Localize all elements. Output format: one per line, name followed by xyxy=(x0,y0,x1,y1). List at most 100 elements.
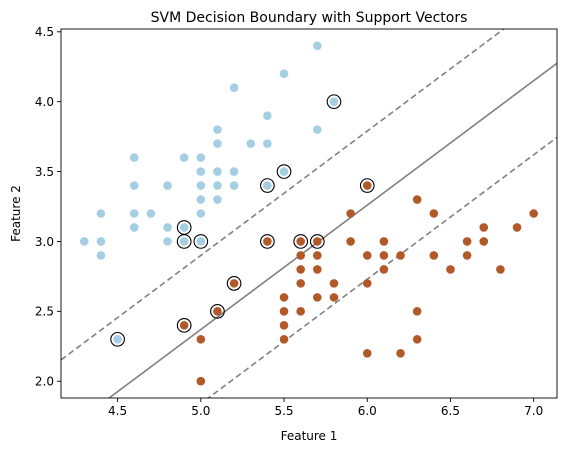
y-tick-label: 4.0 xyxy=(35,95,54,109)
y-axis-label: Feature 2 xyxy=(9,185,23,242)
data-point-class-0 xyxy=(313,41,322,51)
decision-boundary-line xyxy=(107,62,557,398)
data-point-class-1 xyxy=(313,293,322,302)
data-point-class-1 xyxy=(296,251,305,260)
data-point-class-1 xyxy=(362,279,372,288)
data-point-class-0 xyxy=(263,111,272,120)
data-point-class-1 xyxy=(296,279,305,288)
data-point-class-1 xyxy=(362,251,372,260)
y-axis: 2.0 2.5 3.0 3.5 4.0 4.5 xyxy=(35,25,61,389)
data-point-class-1 xyxy=(529,209,538,218)
support-vector-ring xyxy=(176,234,192,249)
data-point-class-1 xyxy=(362,181,372,190)
data-point-class-0 xyxy=(96,209,106,218)
data-point-class-1 xyxy=(313,237,322,246)
data-point-class-1 xyxy=(412,334,422,344)
data-point-class-0 xyxy=(163,237,172,246)
data-point-class-1 xyxy=(313,251,322,260)
data-point-class-0 xyxy=(213,139,222,148)
data-point-class-1 xyxy=(396,348,405,358)
data-point-class-0 xyxy=(146,209,156,218)
data-point-class-1 xyxy=(279,307,289,316)
data-point-class-0 xyxy=(196,195,206,204)
data-point-class-0 xyxy=(196,181,206,190)
data-point-class-0 xyxy=(163,181,172,190)
data-point-class-1 xyxy=(479,223,489,232)
data-point-class-1 xyxy=(379,251,389,260)
support-vector-ring xyxy=(359,178,375,193)
data-point-class-0 xyxy=(246,139,256,148)
chart-title: SVM Decision Boundary with Support Vecto… xyxy=(151,10,468,26)
data-point-class-1 xyxy=(462,237,472,246)
data-point-class-1 xyxy=(279,334,289,344)
data-point-class-0 xyxy=(179,153,189,162)
data-point-class-0 xyxy=(213,125,222,134)
support-vector-ring xyxy=(276,164,292,179)
data-point-class-1 xyxy=(296,265,305,274)
data-point-class-1 xyxy=(346,237,355,246)
data-point-class-1 xyxy=(379,265,389,274)
data-point-class-0 xyxy=(96,251,106,260)
data-point-class-0 xyxy=(213,195,222,204)
x-axis-label: Feature 1 xyxy=(281,429,338,443)
data-point-class-0 xyxy=(196,153,206,162)
data-point-class-1 xyxy=(346,209,355,218)
data-point-class-1 xyxy=(279,321,289,330)
x-tick-label: 4.5 xyxy=(108,404,127,418)
plot-area xyxy=(60,28,558,399)
data-point-class-1 xyxy=(179,321,189,330)
data-point-class-1 xyxy=(263,237,272,246)
data-point-class-0 xyxy=(80,237,89,246)
data-point-class-0 xyxy=(179,237,189,246)
data-point-class-0 xyxy=(213,167,222,176)
data-point-class-1 xyxy=(296,237,305,246)
data-point-class-0 xyxy=(129,153,139,162)
support-vector-ring xyxy=(176,317,192,333)
data-point-class-0 xyxy=(129,181,139,190)
data-point-class-0 xyxy=(329,97,339,106)
margin-line-upper xyxy=(61,29,506,361)
data-point-class-0 xyxy=(96,237,106,246)
data-point-class-1 xyxy=(329,293,339,302)
data-point-class-1 xyxy=(496,265,505,274)
x-tick-label: 5.5 xyxy=(274,404,293,418)
data-point-class-1 xyxy=(279,293,289,302)
data-point-class-0 xyxy=(279,69,289,79)
data-point-class-0 xyxy=(179,223,189,232)
data-point-class-0 xyxy=(129,209,139,218)
data-point-class-1 xyxy=(213,307,222,316)
data-point-class-0 xyxy=(196,237,206,246)
data-point-class-1 xyxy=(429,209,439,218)
data-point-class-0 xyxy=(113,334,122,344)
data-point-class-1 xyxy=(412,195,422,204)
data-point-class-1 xyxy=(196,376,206,386)
data-point-class-1 xyxy=(512,223,522,232)
data-point-class-0 xyxy=(163,223,172,232)
y-tick-label: 3.5 xyxy=(35,165,54,179)
support-vector-ring xyxy=(260,178,275,193)
data-point-class-0 xyxy=(263,139,272,148)
data-point-class-0 xyxy=(213,181,222,190)
y-tick-label: 3.0 xyxy=(35,235,54,249)
data-point-class-0 xyxy=(229,167,239,176)
data-point-class-1 xyxy=(329,279,339,288)
data-point-class-1 xyxy=(379,237,389,246)
support-vector-ring xyxy=(326,94,342,110)
data-point-class-0 xyxy=(196,167,206,176)
data-point-class-1 xyxy=(429,251,439,260)
y-tick-label: 4.5 xyxy=(35,25,54,39)
x-tick-label: 5.0 xyxy=(191,404,210,418)
data-point-class-0 xyxy=(279,167,289,176)
x-axis: 4.5 5.0 5.5 6.0 6.5 7.0 xyxy=(108,398,543,418)
data-point-class-1 xyxy=(396,251,405,260)
support-vector-ring xyxy=(110,331,125,347)
data-point-class-0 xyxy=(229,83,239,93)
support-vector-ring xyxy=(210,303,225,319)
data-point-class-0 xyxy=(196,209,206,218)
support-vector-ring xyxy=(260,234,275,249)
data-point-class-1 xyxy=(229,279,239,288)
data-point-class-1 xyxy=(296,307,305,316)
plot-frame xyxy=(60,28,558,399)
data-point-class-0 xyxy=(263,181,272,190)
